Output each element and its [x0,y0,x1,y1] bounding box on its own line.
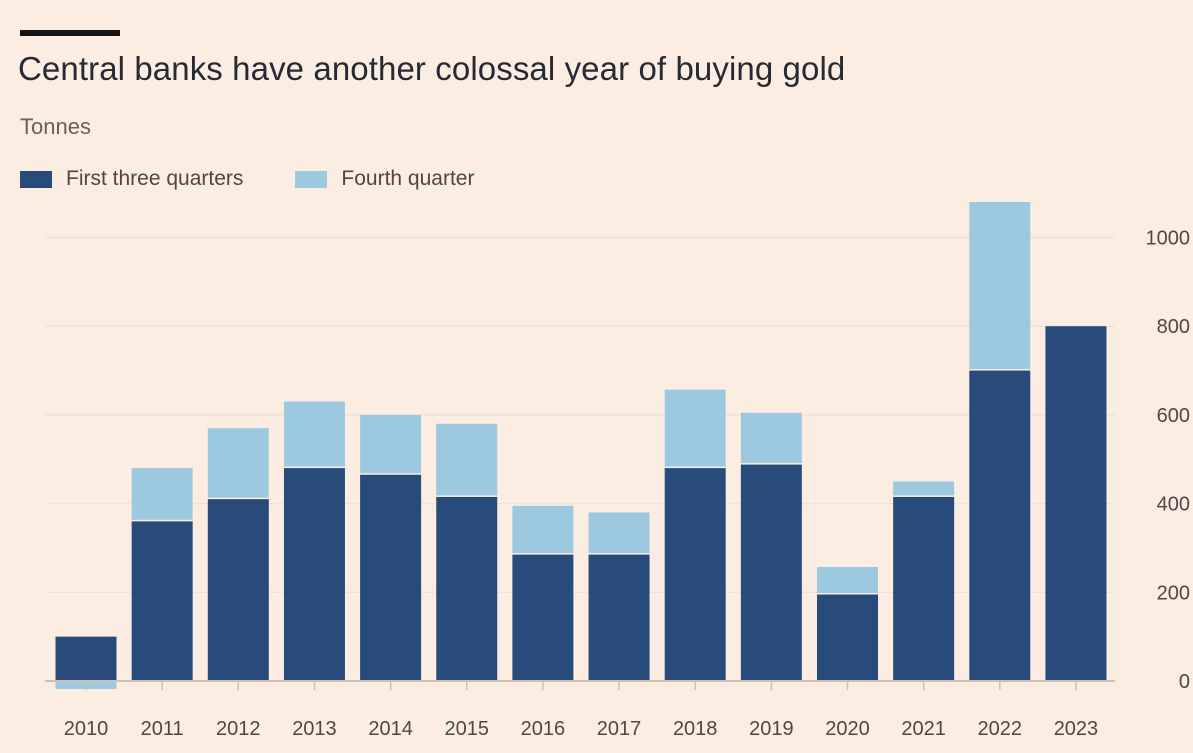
bar-first-three-quarters-2015 [436,496,498,681]
bar-fourth-quarter-2011 [131,468,193,520]
bar-fourth-quarter-2012 [207,428,269,498]
legend-label-fourth-quarter: Fourth quarter [341,167,475,190]
bar-first-three-quarters-2012 [207,499,269,681]
title-accent-bar [20,30,120,36]
x-tick-label-2013: 2013 [292,718,337,740]
x-tick-label-2017: 2017 [597,718,642,740]
x-tick-label-2014: 2014 [368,718,413,740]
bar-first-three-quarters-2017 [588,554,650,681]
gridlines [45,236,1115,594]
bar-first-three-quarters-2010 [55,636,117,681]
bar-fourth-quarter-2019 [740,412,802,464]
x-tick-label-2012: 2012 [216,718,261,740]
chart-title: Central banks have another colossal year… [18,50,846,87]
bar-first-three-quarters-2019 [740,464,802,681]
x-tick-label-2020: 2020 [825,718,870,740]
x-tick-label-2019: 2019 [749,718,794,740]
bar-first-three-quarters-2021 [893,496,955,681]
x-tick-label-2015: 2015 [445,718,490,740]
x-tick-label-2023: 2023 [1054,718,1099,740]
bar-fourth-quarter-2016 [512,505,574,554]
bar-fourth-quarter-2021 [893,481,955,496]
bar-first-three-quarters-2013 [283,468,345,681]
bar-first-three-quarters-2023 [1045,326,1107,681]
bar-first-three-quarters-2020 [817,594,878,681]
x-axis-labels: 2010 2011 2012 2013 2014 2015 2016 2017 2018 2019… [64,718,1098,740]
bar-first-three-quarters-2016 [512,554,574,681]
bar-first-three-quarters-2014 [360,474,422,681]
y-tick-label-400: 400 [1157,494,1190,516]
x-tick-label-2016: 2016 [521,718,566,740]
bar-first-three-quarters-2018 [664,468,726,681]
x-tick-label-2022: 2022 [978,718,1023,740]
bar-fourth-quarter-2020 [817,567,878,594]
legend-swatch-first-three-quarters [20,170,52,188]
legend-item-first-three-quarters: First three quarters [20,167,243,191]
bar-first-three-quarters-2011 [131,521,193,681]
bar-first-three-quarters-2022 [969,370,1031,681]
legend-label-first-three-quarters: First three quarters [66,167,244,190]
bar-fourth-quarter-2017 [588,512,650,554]
y-tick-label-800: 800 [1157,316,1190,338]
legend-item-fourth-quarter: Fourth quarter [295,167,474,191]
x-axis [45,680,1115,690]
x-tick-label-2011: 2011 [141,718,184,740]
bars-group [55,202,1107,689]
bar-fourth-quarter-2015 [436,423,498,496]
x-tick-label-2010: 2010 [64,718,109,740]
bar-fourth-quarter-2014 [360,414,422,474]
y-tick-label-200: 200 [1157,582,1190,604]
chart-legend: First three quarters Fourth quarter [20,166,526,192]
bar-fourth-quarter-2018 [664,389,726,467]
chart-subtitle: Tonnes [20,114,91,139]
x-tick-label-2018: 2018 [673,718,718,740]
bar-fourth-quarter-2022 [969,202,1031,370]
x-tick-label-2021: 2021 [901,718,946,740]
legend-swatch-fourth-quarter [295,170,328,188]
y-axis-labels: 0 200 400 600 800 1000 [1146,228,1191,694]
bar-fourth-quarter-2013 [283,401,345,467]
y-tick-label-0: 0 [1179,671,1190,693]
y-tick-label-1000: 1000 [1146,228,1191,250]
y-tick-label-600: 600 [1157,405,1190,427]
